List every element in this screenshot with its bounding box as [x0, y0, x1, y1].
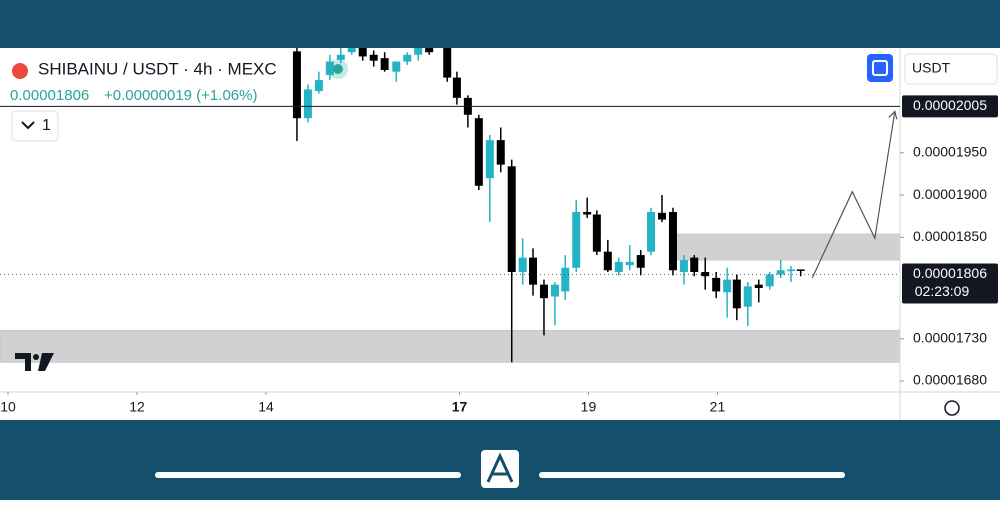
candle-body	[414, 48, 423, 55]
candle-body	[425, 48, 434, 53]
candle-body	[743, 286, 752, 307]
x-tick-label: 10	[0, 399, 16, 415]
candle-body	[603, 251, 612, 271]
hline-label: 0.00002005	[913, 97, 987, 113]
x-tick-label: 17	[452, 399, 468, 415]
candle-body	[292, 51, 301, 119]
divider-bar	[539, 472, 845, 478]
settings-icon[interactable]	[944, 400, 960, 416]
x-tick-label: 14	[258, 399, 274, 415]
candle-body	[303, 89, 312, 119]
candle-body	[796, 269, 805, 271]
indicator-toggle[interactable]	[11, 110, 59, 142]
coin-icon	[12, 63, 28, 79]
candle-body	[776, 270, 785, 275]
candle-body	[539, 284, 548, 299]
candle-body	[347, 48, 356, 53]
chevron	[21, 121, 35, 130]
y-tick-label: 0.00001950	[913, 144, 987, 160]
candle-body	[518, 257, 527, 272]
candle-body	[625, 261, 634, 266]
candle-body	[658, 212, 667, 220]
candle-body	[561, 267, 570, 292]
candle-body	[647, 211, 656, 252]
candle-body	[336, 54, 345, 60]
cursor-dot	[333, 64, 343, 74]
candle-body	[572, 211, 581, 268]
x-tick-label: 21	[710, 399, 726, 415]
candle-body	[712, 277, 721, 292]
y-tick-label: 0.00001900	[913, 186, 987, 202]
projection-arrow	[888, 110, 898, 120]
candle-body	[507, 166, 516, 272]
candle-body	[474, 118, 483, 186]
candle-body	[325, 61, 334, 76]
brand-mark	[486, 452, 514, 483]
price-change: +0.00000019 (+1.06%)	[104, 87, 257, 104]
x-tick-label: 12	[129, 399, 145, 415]
candle-body	[765, 274, 774, 287]
candle-body	[690, 257, 699, 272]
candle-body	[314, 80, 323, 92]
candle-body	[614, 261, 623, 272]
candle-body	[583, 211, 592, 215]
candle-body	[369, 54, 378, 61]
indicator-count: 1	[42, 117, 51, 134]
candle-body	[358, 48, 367, 57]
y-tick-label: 0.00001730	[913, 329, 987, 345]
countdown: 02:23:09	[915, 283, 970, 299]
divider-bar	[155, 472, 461, 478]
candle-body	[754, 284, 763, 289]
candle-body	[592, 214, 601, 252]
candle-body	[496, 140, 505, 165]
candle-body	[485, 140, 494, 179]
candle-body	[452, 77, 461, 98]
y-tick-label: 0.00001680	[913, 372, 987, 388]
price: 0.00001806	[10, 87, 89, 104]
candle-body	[786, 269, 795, 272]
fullscreen-button[interactable]	[867, 54, 893, 82]
candle-body	[392, 61, 401, 72]
candle-body	[668, 211, 677, 271]
last-price-box	[902, 263, 998, 304]
zone	[675, 233, 901, 261]
fullscreen-icon	[872, 60, 888, 76]
hline-label-box	[902, 95, 998, 118]
candle-body	[403, 54, 412, 62]
candle-body	[443, 48, 452, 78]
candle-body	[636, 255, 645, 268]
currency-box[interactable]	[904, 53, 998, 85]
projection-path	[811, 111, 896, 279]
candle-body	[380, 58, 389, 70]
candle-body	[701, 271, 710, 277]
candle-body	[732, 279, 741, 309]
x-tick-label: 19	[581, 399, 597, 415]
y-tick-label: 0.00001850	[913, 228, 987, 244]
tv-logo	[15, 353, 54, 371]
symbol-title: SHIBAINU / USDT · 4h · MEXC	[38, 59, 277, 78]
candle-body	[550, 284, 559, 297]
zone	[0, 330, 901, 363]
currency: USDT	[912, 60, 951, 76]
candle-body	[723, 279, 732, 293]
last-price-label: 0.00001806	[913, 265, 987, 281]
candle-body	[529, 257, 538, 285]
candle-body	[679, 260, 688, 272]
